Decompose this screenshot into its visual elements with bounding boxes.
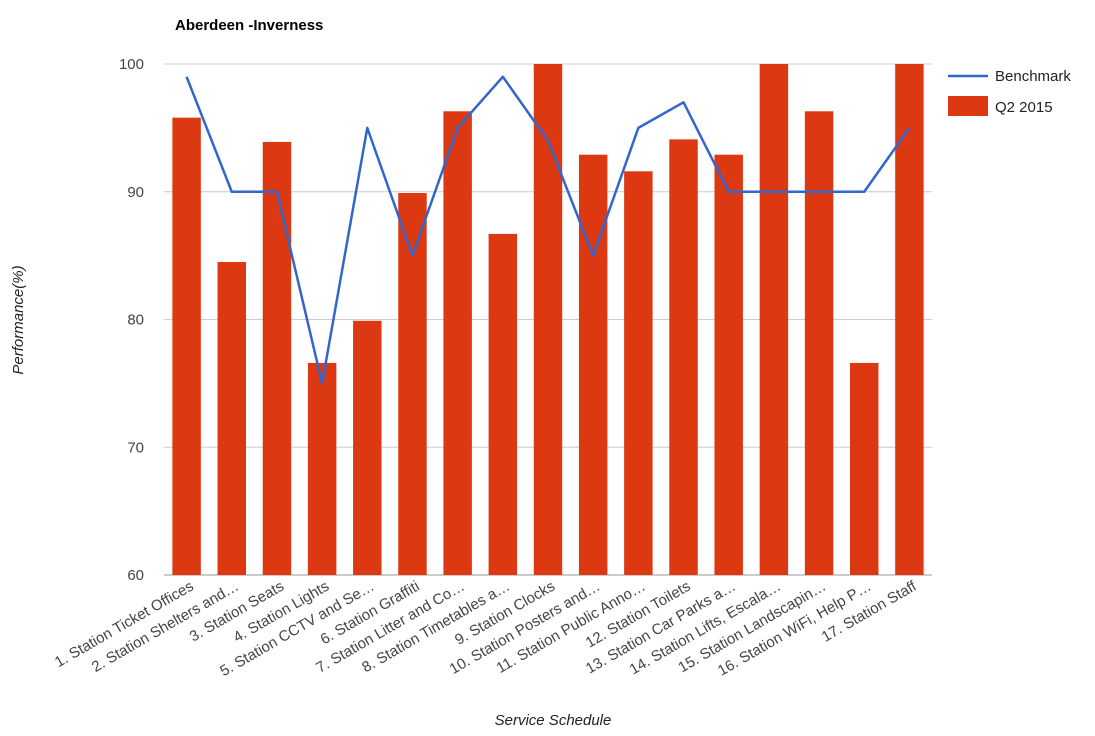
bar xyxy=(217,262,246,575)
bar xyxy=(624,171,653,575)
y-tick-label: 70 xyxy=(127,439,144,456)
bar xyxy=(172,117,201,575)
y-axis-title: Performance(%) xyxy=(10,265,27,374)
bar xyxy=(488,233,518,575)
y-tick-label: 80 xyxy=(127,312,144,329)
bar xyxy=(578,154,608,575)
y-axis-ticks: 60 70 80 90 100 xyxy=(119,56,144,584)
legend-swatch-q2-2015 xyxy=(948,96,988,116)
line-series xyxy=(185,75,911,385)
bar xyxy=(759,64,789,575)
y-tick-label: 100 xyxy=(119,56,144,73)
bar xyxy=(669,139,698,575)
bar xyxy=(307,362,337,575)
bar xyxy=(804,111,834,575)
bar xyxy=(353,320,382,575)
bar xyxy=(398,193,427,575)
bar xyxy=(533,64,563,575)
bar xyxy=(714,154,743,575)
legend-label-q2-2015: Q2 2015 xyxy=(995,99,1053,116)
legend: Benchmark Q2 2015 xyxy=(948,68,1071,116)
legend-label-benchmark: Benchmark xyxy=(995,68,1071,85)
chart-title: Aberdeen -Inverness xyxy=(175,17,323,34)
bar xyxy=(895,64,924,575)
benchmark-line xyxy=(185,75,911,385)
y-tick-label: 60 xyxy=(127,567,144,584)
bar xyxy=(262,141,292,576)
bar xyxy=(443,111,472,575)
y-tick-label: 90 xyxy=(127,184,144,201)
bar xyxy=(850,362,879,575)
bar-series xyxy=(172,64,924,576)
x-axis-title: Service Schedule xyxy=(495,712,612,729)
